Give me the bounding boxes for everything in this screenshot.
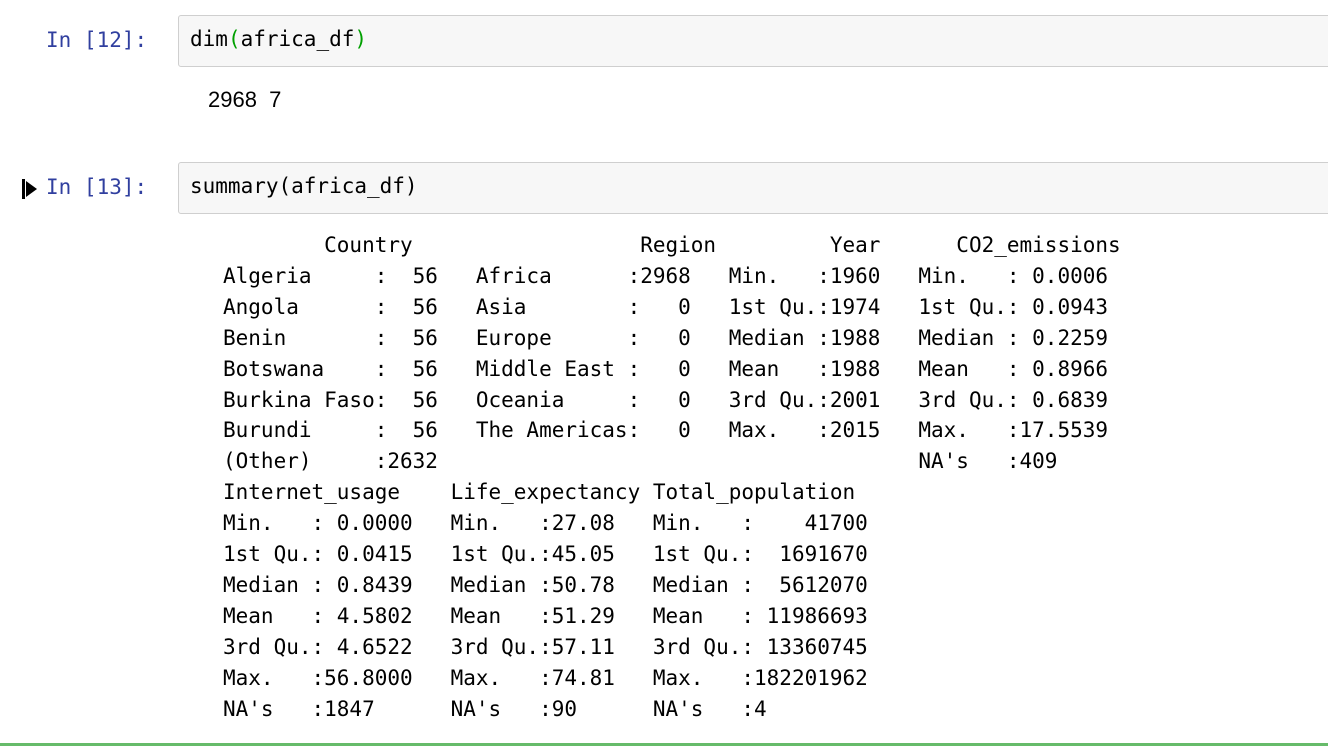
summary-output-line: Mean : 4.5802 Mean :51.29 Mean : 1198669… — [223, 603, 868, 628]
summary-output-line: Burkina Faso: 56 Oceania : 0 3rd Qu.:200… — [223, 387, 1109, 412]
summary-output-line: Country Region Year CO2_emissions — [223, 233, 1121, 257]
summary-output-line: Internet_usage Life_expectancy Total_pop… — [223, 480, 856, 505]
code-close-paren: ) — [354, 27, 368, 51]
summary-output-line: Min. : 0.0000 Min. :27.08 Min. : 41700 — [223, 511, 868, 536]
code-fn: dim — [190, 27, 228, 51]
summary-output-line: Benin : 56 Europe : 0 Median :1988 Media… — [223, 325, 1109, 350]
summary-output-line: Burundi : 56 The Americas: 0 Max. :2015 … — [223, 418, 1109, 443]
summary-output-line: (Other) :2632 NA's :409 — [223, 449, 1058, 474]
cell-prompt-13: In [13]: — [46, 175, 148, 199]
cell-prompt-12: In [12]: — [46, 28, 148, 52]
bottom-status-bar — [0, 743, 1328, 746]
run-cell-icon[interactable] — [22, 179, 38, 199]
code-cell-13-input[interactable]: summary(africa_df) — [178, 162, 1328, 214]
summary-output-line: 1st Qu.: 0.0415 1st Qu.:45.05 1st Qu.: 1… — [223, 542, 868, 567]
summary-output-line: Algeria : 56 Africa :2968 Min. :1960 Min… — [223, 263, 1109, 288]
code-arg: africa_df — [240, 27, 355, 51]
summary-output-line: Angola : 56 Asia : 0 1st Qu.:1974 1st Qu… — [223, 294, 1109, 319]
code-open-paren: ( — [227, 27, 241, 51]
code-text-12: dim(africa_df) — [190, 29, 367, 50]
cell-12-output: 2968 7 — [208, 87, 282, 112]
summary-output: Country Region Year CO2_emissions Algeri… — [223, 230, 1121, 725]
summary-output-line: Botswana : 56 Middle East : 0 Mean :1988… — [223, 356, 1109, 381]
code-text-13: summary(africa_df) — [190, 174, 418, 198]
summary-output-line: Max. :56.8000 Max. :74.81 Max. :18220196… — [223, 665, 868, 690]
summary-output-line: NA's :1847 NA's :90 NA's :4 — [223, 696, 767, 721]
summary-output-line: Median : 0.8439 Median :50.78 Median : 5… — [223, 572, 868, 597]
code-cell-12-input[interactable]: dim(africa_df) — [178, 15, 1328, 67]
summary-output-line: 3rd Qu.: 4.6522 3rd Qu.:57.11 3rd Qu.: 1… — [223, 634, 868, 659]
